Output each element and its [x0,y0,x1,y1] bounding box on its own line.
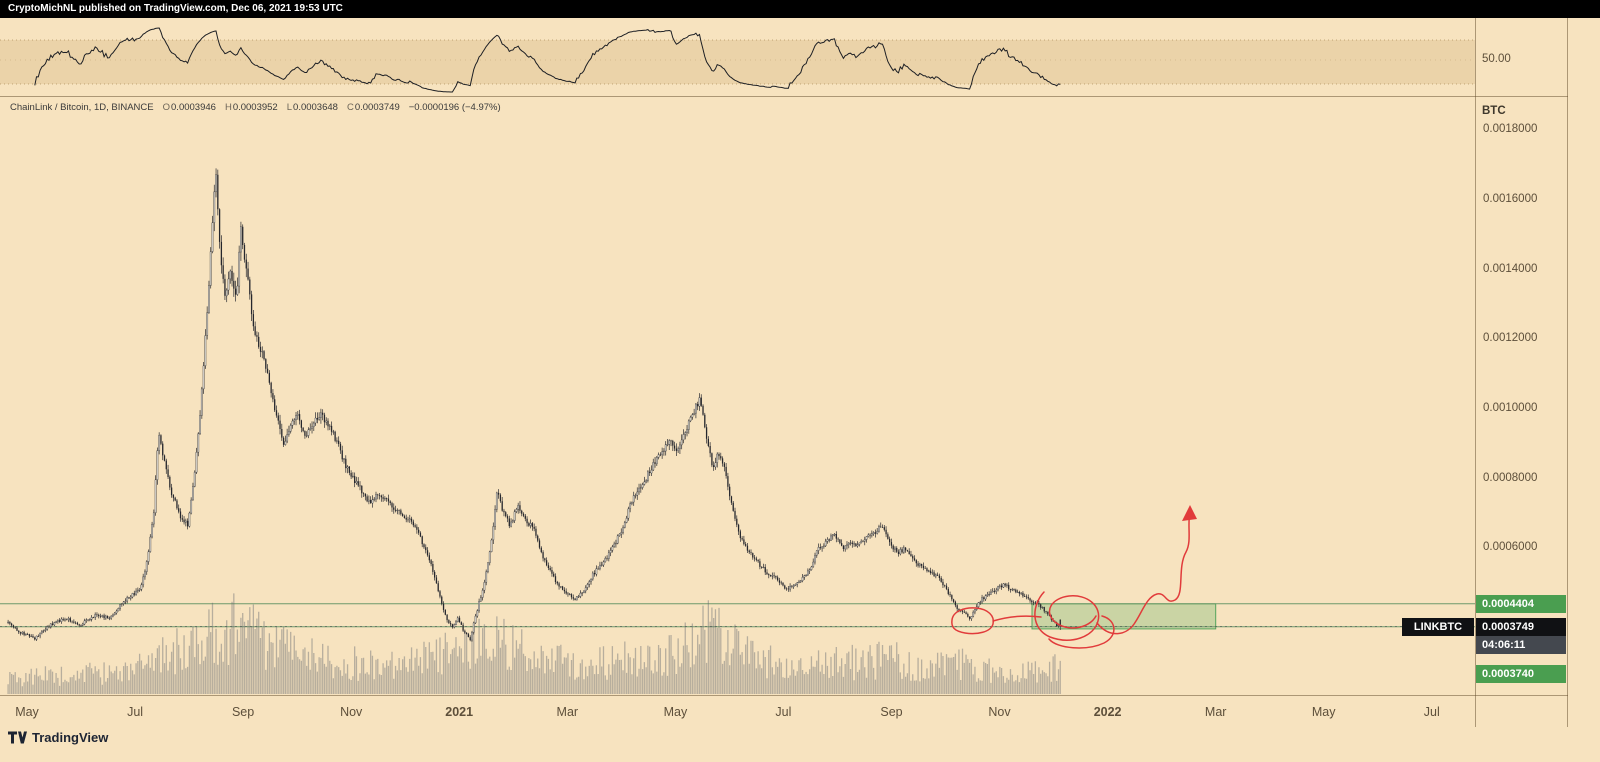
attribution-text: CryptoMichNL published on TradingView.co… [8,3,343,14]
price-tick-label: 0.0008000 [1483,471,1538,484]
low-value: 0.0003648 [293,102,338,113]
time-label-month: Sep [231,705,255,719]
price-tick-label: 0.0014000 [1483,262,1538,275]
volume-bars [7,593,1061,694]
time-label-year: 2021 [445,705,474,719]
time-label-month: Jul [1423,705,1440,719]
time-label-month: Mar [556,705,579,719]
price-tick-label: 0.0010000 [1483,401,1538,414]
zone-bottom-price-label: 0.0003740 [1476,664,1566,683]
attribution-bar: CryptoMichNL published on TradingView.co… [0,0,1600,18]
last-price-label: 0.0003749 [1476,617,1566,636]
annotation-arrowhead [1182,505,1197,521]
candles-down [9,174,1061,641]
time-label-month: May [1311,705,1336,719]
open-value: 0.0003946 [171,102,216,113]
oscillator-level-label: 50.00 [1482,53,1511,65]
time-label-month: Nov [340,705,363,719]
annotation-drawing [1048,615,1115,649]
time-label-month: Nov [988,705,1011,719]
time-label-year: 2022 [1093,705,1122,719]
time-label-month: Sep [880,705,903,719]
tradingview-logo-text: TradingView [32,730,109,745]
tradingview-logo-icon [8,731,27,744]
annotation-drawing [1096,511,1191,635]
price-scale-currency-label: BTC [1482,105,1508,118]
pane-separator [0,96,1568,97]
ohlc-low: L0.0003648 [287,102,338,113]
annotation-drawing [951,607,995,635]
annotation-drawing [1034,591,1100,641]
support-zone [1031,603,1217,630]
candle-wicks [7,168,1061,642]
open-label: O [162,102,171,113]
time-label-month: Jul [127,705,144,719]
ohlc-high: H0.0003952 [225,102,278,113]
tradingview-logo[interactable]: TradingView [8,730,108,745]
time-label-month: Jul [775,705,792,719]
close-value: 0.0003749 [354,102,400,113]
time-axis[interactable]: May Jul Sep Nov 2021 Mar May Jul Sep Nov 2022 Mar Ma… [0,695,1568,727]
symbol-price-tag: LINKBTC [1402,617,1474,636]
close-label: C [346,102,354,113]
time-label-month: May [663,705,688,719]
price-scale[interactable]: 0.0018000 0.0016000 0.0014000 0.0012000 0.00… [1475,18,1568,727]
time-label-month: Mar [1204,705,1227,719]
symbol-title: ChainLink / Bitcoin, 1D, BINANCE [10,102,154,113]
bar-countdown-label: 04:06:11 [1476,635,1566,654]
symbol-info-bar: ChainLink / Bitcoin, 1D, BINANCE O0.0003… [10,102,501,113]
price-tick-label: 0.0006000 [1483,541,1538,554]
time-label-month: May [15,705,39,719]
candles-up [7,174,1060,641]
annotation-drawing [992,615,1042,622]
oscillator-band [0,40,1475,84]
change-value: −0.0000196 (−4.97%) [408,102,501,113]
ohlc-open: O0.0003946 [163,102,216,113]
price-tick-label: 0.0016000 [1483,193,1538,206]
oscillator-line [34,27,1061,93]
price-tick-label: 0.0012000 [1483,332,1538,345]
price-tick-label: 0.0018000 [1483,123,1538,136]
zone-top-price-label: 0.0004404 [1476,594,1566,613]
low-label: L [286,102,293,113]
high-label: H [224,102,232,113]
high-value: 0.0003952 [232,102,278,113]
ohlc-close: C0.0003749 [347,102,400,113]
